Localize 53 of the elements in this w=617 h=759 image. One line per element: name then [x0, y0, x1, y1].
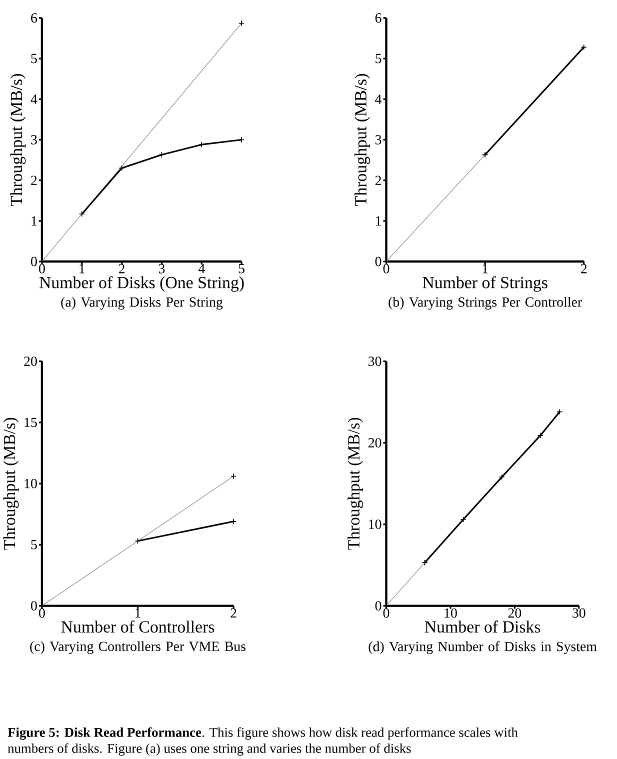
text: (a) Varying Disks Per String	[61, 296, 223, 310]
x-tick-label: 0	[383, 608, 390, 618]
x-tick-label: 0	[39, 608, 45, 618]
y-tick-label: 1	[376, 216, 382, 226]
y-tick-label: 1	[32, 216, 37, 226]
y-tick-label: 3	[376, 135, 382, 144]
x-tick-label: 10	[444, 608, 457, 618]
y-tick-label: 6	[31, 13, 38, 23]
y-tick-label: 10	[369, 520, 382, 529]
y-tick-label: 10	[24, 478, 37, 488]
text: Figure 5: Disk Read Performance. This figure shows how disk read performance scales with	[8, 727, 518, 740]
y-axis-title: Throughput (MB/s)	[348, 418, 364, 550]
y-tick-label: 0	[31, 256, 37, 266]
x-axis-title: Number of Controllers	[61, 620, 214, 633]
y-tick-label: 4	[30, 94, 38, 104]
y-tick-label: 2	[376, 176, 382, 185]
x-tick-label: 0	[39, 264, 45, 274]
y-tick-label: 3	[31, 135, 37, 144]
y-tick-label: 20	[368, 438, 382, 448]
y-tick-label: 20	[24, 356, 37, 366]
x-tick-label: 3	[158, 264, 165, 274]
x-tick-label: 0	[383, 264, 390, 274]
x-tick-label: 4	[198, 264, 205, 274]
y-tick-label: 5	[31, 540, 37, 550]
x-tick-label: 1	[80, 264, 85, 274]
x-tick-label: 5	[238, 264, 245, 274]
y-tick-label: 30	[368, 356, 382, 366]
x-axis-title: Number of Disks (One String)	[40, 276, 244, 292]
y-tick-label: 4	[375, 94, 382, 104]
y-tick-label: 5	[376, 54, 382, 64]
y-tick-label: 0	[375, 256, 382, 266]
x-tick-label: 2	[581, 264, 587, 274]
y-axis-title: Throughput (MB/s)	[354, 74, 370, 206]
x-tick-label: 20	[508, 608, 522, 618]
text: (d) Varying Number of Disks in System	[368, 641, 597, 654]
y-tick-label: 5	[31, 54, 37, 64]
y-tick-label: 15	[24, 418, 37, 428]
x-tick-label: 1	[136, 608, 141, 618]
y-tick-label: 6	[375, 13, 382, 23]
y-tick-label: 0	[375, 601, 382, 611]
text: numbers of disks. Figure (a) uses one string and varies the number of disks	[8, 743, 411, 756]
y-axis-title: Throughput (MB/s)	[3, 418, 19, 550]
text: (c) Varying Controllers Per VME Bus	[30, 641, 246, 654]
x-tick-label: 2	[230, 608, 236, 618]
y-tick-label: 0	[31, 601, 37, 611]
text: (b) Varying Strings Per Controller	[388, 296, 582, 310]
x-tick-label: 30	[572, 608, 586, 618]
x-axis-title: Number of Disks	[424, 620, 540, 633]
x-tick-label: 1	[482, 264, 488, 274]
x-axis-title: Number of Strings	[422, 276, 548, 292]
y-axis-title: Throughput (MB/s)	[10, 74, 26, 206]
x-tick-label: 2	[119, 264, 125, 274]
y-tick-label: 2	[31, 176, 37, 185]
